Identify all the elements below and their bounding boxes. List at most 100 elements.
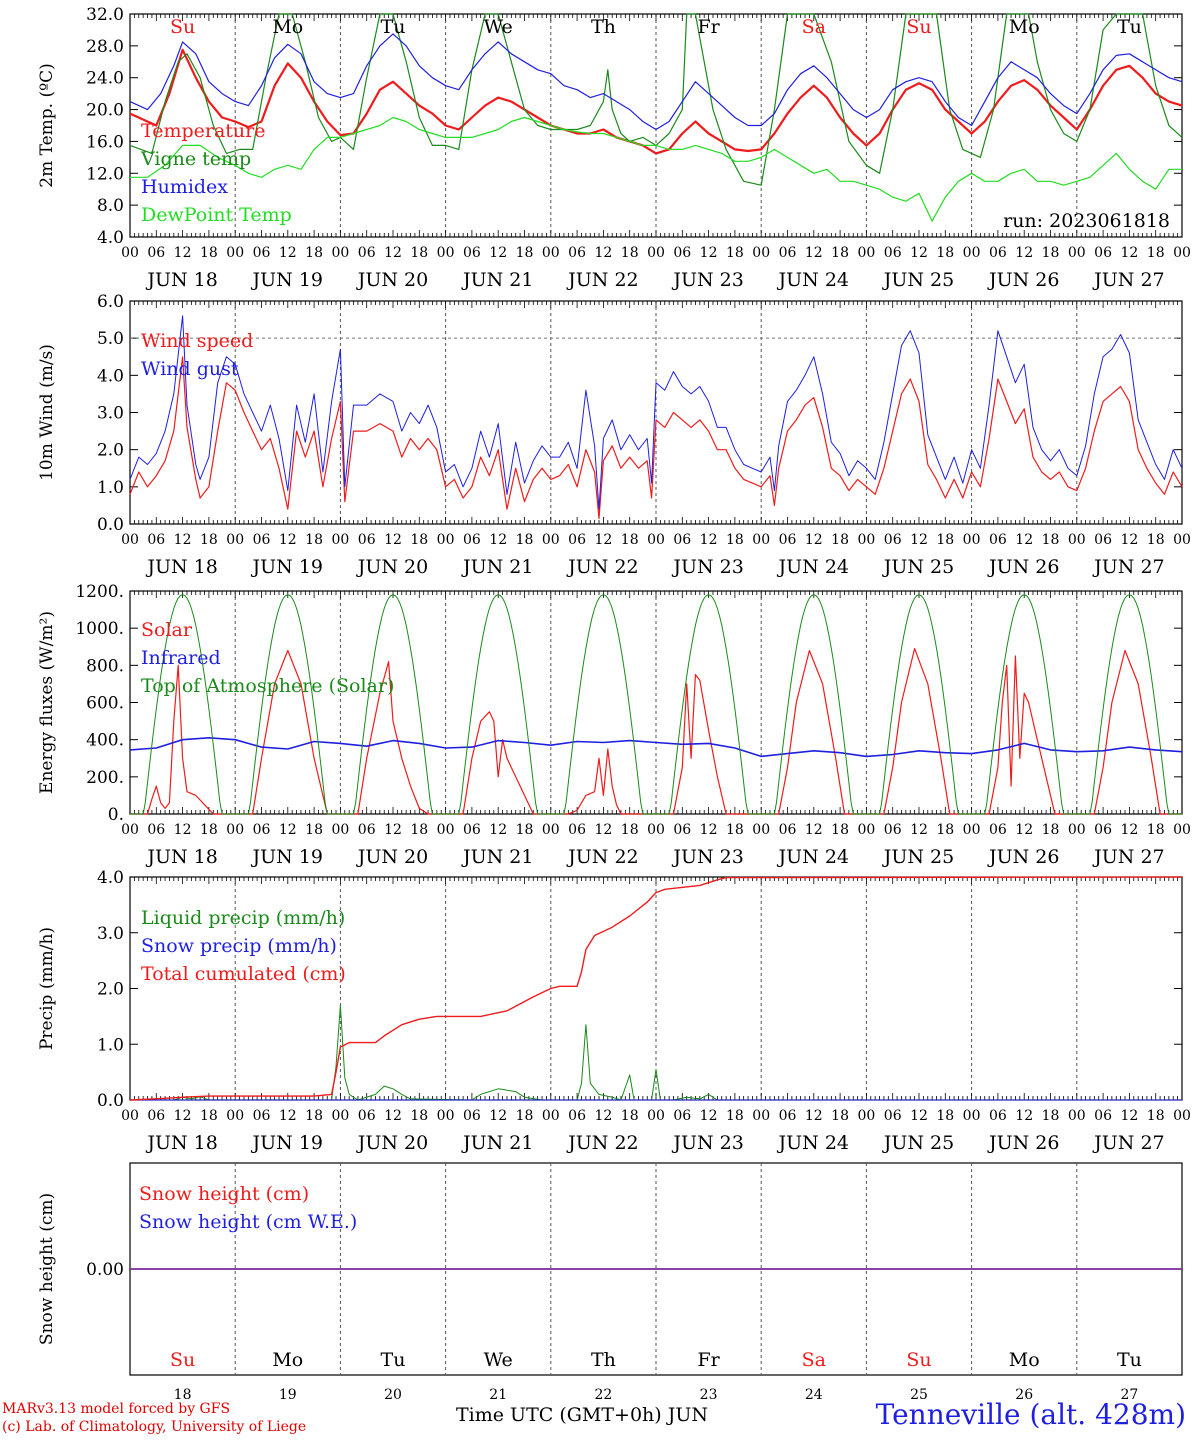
day-label: JUN 21	[461, 846, 533, 868]
month-label: JUN	[667, 1404, 709, 1426]
y-tick-label: 0.0	[97, 1091, 124, 1111]
day-label: JUN 20	[356, 846, 428, 868]
y-tick-label: 1.0	[97, 1035, 124, 1055]
y-tick-label: 20.0	[86, 101, 124, 121]
y-axis-label: Energy fluxes (W/m²)	[37, 611, 57, 794]
y-tick-label: 3.0	[97, 924, 124, 944]
hour-label: 18	[621, 822, 639, 838]
hour-label: 18	[410, 532, 428, 548]
hour-label: 00	[857, 822, 875, 838]
weekday-label: Sa	[802, 1349, 826, 1371]
day-label: JUN 19	[251, 846, 323, 868]
day-label: JUN 24	[777, 556, 849, 578]
y-tick-label: 24.0	[86, 69, 124, 89]
day-label: JUN 25	[882, 1132, 954, 1154]
model-credit: MARv3.13 model forced by GFS	[2, 1401, 231, 1417]
hour-label: 00	[647, 822, 665, 838]
hour-label: 00	[857, 532, 875, 548]
weekday-label: Su	[170, 16, 195, 38]
day-label: JUN 23	[671, 269, 743, 291]
hour-label: 06	[358, 245, 376, 261]
plot-frame	[129, 590, 1183, 815]
y-tick-label: 6.0	[97, 292, 124, 312]
hour-label: 18	[726, 822, 744, 838]
series-humidex	[129, 33, 1183, 131]
hour-label: 12	[910, 1108, 928, 1124]
hour-label: 00	[437, 532, 455, 548]
weekday-label: Tu	[1117, 16, 1142, 38]
hour-label: 12	[279, 1108, 297, 1124]
y-tick-label: 800.	[86, 656, 124, 676]
day-label: JUN 27	[1092, 556, 1164, 578]
hour-label: 18	[621, 245, 639, 261]
legend-vigne-temp: Vigne temp	[140, 148, 251, 170]
y-tick-label: 400.	[86, 731, 124, 751]
y-tick-label: 12.0	[86, 164, 124, 184]
hour-label: 06	[463, 532, 481, 548]
weekday-label: Fr	[697, 1349, 720, 1371]
hour-label: 00	[226, 245, 244, 261]
hour-label: 12	[594, 822, 612, 838]
hour-label: 00	[857, 1108, 875, 1124]
hour-label: 18	[831, 532, 849, 548]
weekday-label: Th	[591, 16, 616, 38]
day-number: 27	[1120, 1387, 1138, 1403]
y-tick-label: 32.0	[86, 5, 124, 25]
y-tick-label: 4.0	[97, 868, 124, 888]
hour-label: 00	[752, 245, 770, 261]
hour-label: 18	[1147, 532, 1165, 548]
hour-label: 00	[1173, 245, 1191, 261]
hour-label: 12	[700, 532, 718, 548]
hour-label: 06	[147, 532, 165, 548]
hour-label: 12	[1015, 245, 1033, 261]
run-label: run: 2023061818	[1003, 210, 1170, 232]
hour-label: 18	[726, 532, 744, 548]
weekday-label: Sa	[802, 16, 826, 38]
hour-label: 00	[1173, 822, 1191, 838]
hour-label: 06	[568, 532, 586, 548]
hour-label: 12	[174, 1108, 192, 1124]
day-label: JUN 19	[251, 556, 323, 578]
lab-credit: (c) Lab. of Climatology, University of L…	[2, 1419, 307, 1435]
weekday-label: Fr	[697, 16, 720, 38]
day-label: JUN 26	[987, 846, 1059, 868]
hour-label: 12	[279, 822, 297, 838]
hour-label: 00	[226, 532, 244, 548]
day-label: JUN 23	[671, 556, 743, 578]
day-label: JUN 23	[671, 846, 743, 868]
series-total-cumulated-cm-	[129, 876, 1183, 1101]
hour-label: 18	[1147, 1108, 1165, 1124]
hour-label: 06	[884, 1108, 902, 1124]
hour-label: 06	[253, 1108, 271, 1124]
hour-label: 18	[1042, 245, 1060, 261]
hour-label: 12	[384, 532, 402, 548]
station-title: Tenneville (alt. 428m)	[875, 1398, 1186, 1431]
hour-label: 12	[489, 245, 507, 261]
hour-label: 18	[200, 532, 218, 548]
legend-total-cumulated-cm-: Total cumulated (cm)	[141, 963, 346, 985]
legend-temperature: Temperature	[141, 120, 265, 142]
day-label: JUN 26	[987, 269, 1059, 291]
weekday-label: We	[484, 16, 513, 38]
day-label: JUN 24	[777, 846, 849, 868]
hour-label: 00	[647, 1108, 665, 1124]
legend-wind-gust: Wind gust	[141, 358, 239, 380]
day-number: 19	[279, 1387, 297, 1403]
hour-label: 06	[147, 1108, 165, 1124]
hour-label: 06	[358, 1108, 376, 1124]
hour-label: 06	[1094, 822, 1112, 838]
hour-label: 00	[963, 245, 981, 261]
day-label: JUN 26	[987, 1132, 1059, 1154]
hour-label: 12	[805, 822, 823, 838]
hour-label: 06	[253, 822, 271, 838]
hour-label: 06	[1094, 532, 1112, 548]
hour-label: 12	[384, 1108, 402, 1124]
legend-top-of-atmosphere-solar-: Top of Atmosphere (Solar)	[141, 675, 394, 697]
hour-label: 18	[831, 245, 849, 261]
y-tick-label: 0.0	[97, 515, 124, 535]
hour-label: 12	[174, 822, 192, 838]
hour-label: 00	[1068, 822, 1086, 838]
legend-snow-height-cm-: Snow height (cm)	[139, 1183, 309, 1205]
weekday-label: Mo	[272, 16, 303, 38]
